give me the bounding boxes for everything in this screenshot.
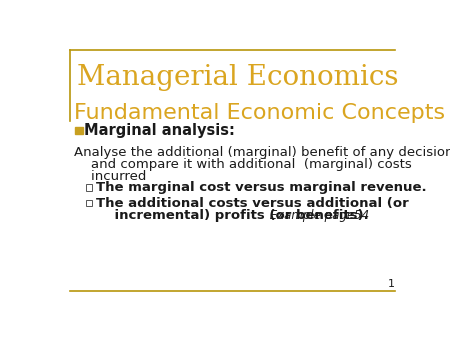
- Text: Fundamental Economic Concepts: Fundamental Economic Concepts: [74, 103, 445, 123]
- Text: incremental) profits (or benefits).: incremental) profits (or benefits).: [96, 209, 369, 222]
- Text: and compare it with additional  (marginal) costs: and compare it with additional (marginal…: [74, 158, 411, 171]
- Text: Marginal analysis:: Marginal analysis:: [84, 123, 235, 138]
- Text: incurred: incurred: [74, 170, 146, 184]
- Text: Example page54: Example page54: [266, 209, 369, 222]
- Text: The marginal cost versus marginal revenue.: The marginal cost versus marginal revenu…: [96, 181, 427, 194]
- FancyBboxPatch shape: [86, 185, 92, 191]
- Text: Analyse the additional (marginal) benefit of any decision: Analyse the additional (marginal) benefi…: [74, 146, 450, 159]
- FancyBboxPatch shape: [86, 200, 92, 206]
- FancyBboxPatch shape: [76, 127, 83, 134]
- Text: Managerial Economics: Managerial Economics: [77, 64, 398, 91]
- Text: 1: 1: [387, 279, 395, 289]
- Text: The additional costs versus additional (or: The additional costs versus additional (…: [96, 197, 409, 210]
